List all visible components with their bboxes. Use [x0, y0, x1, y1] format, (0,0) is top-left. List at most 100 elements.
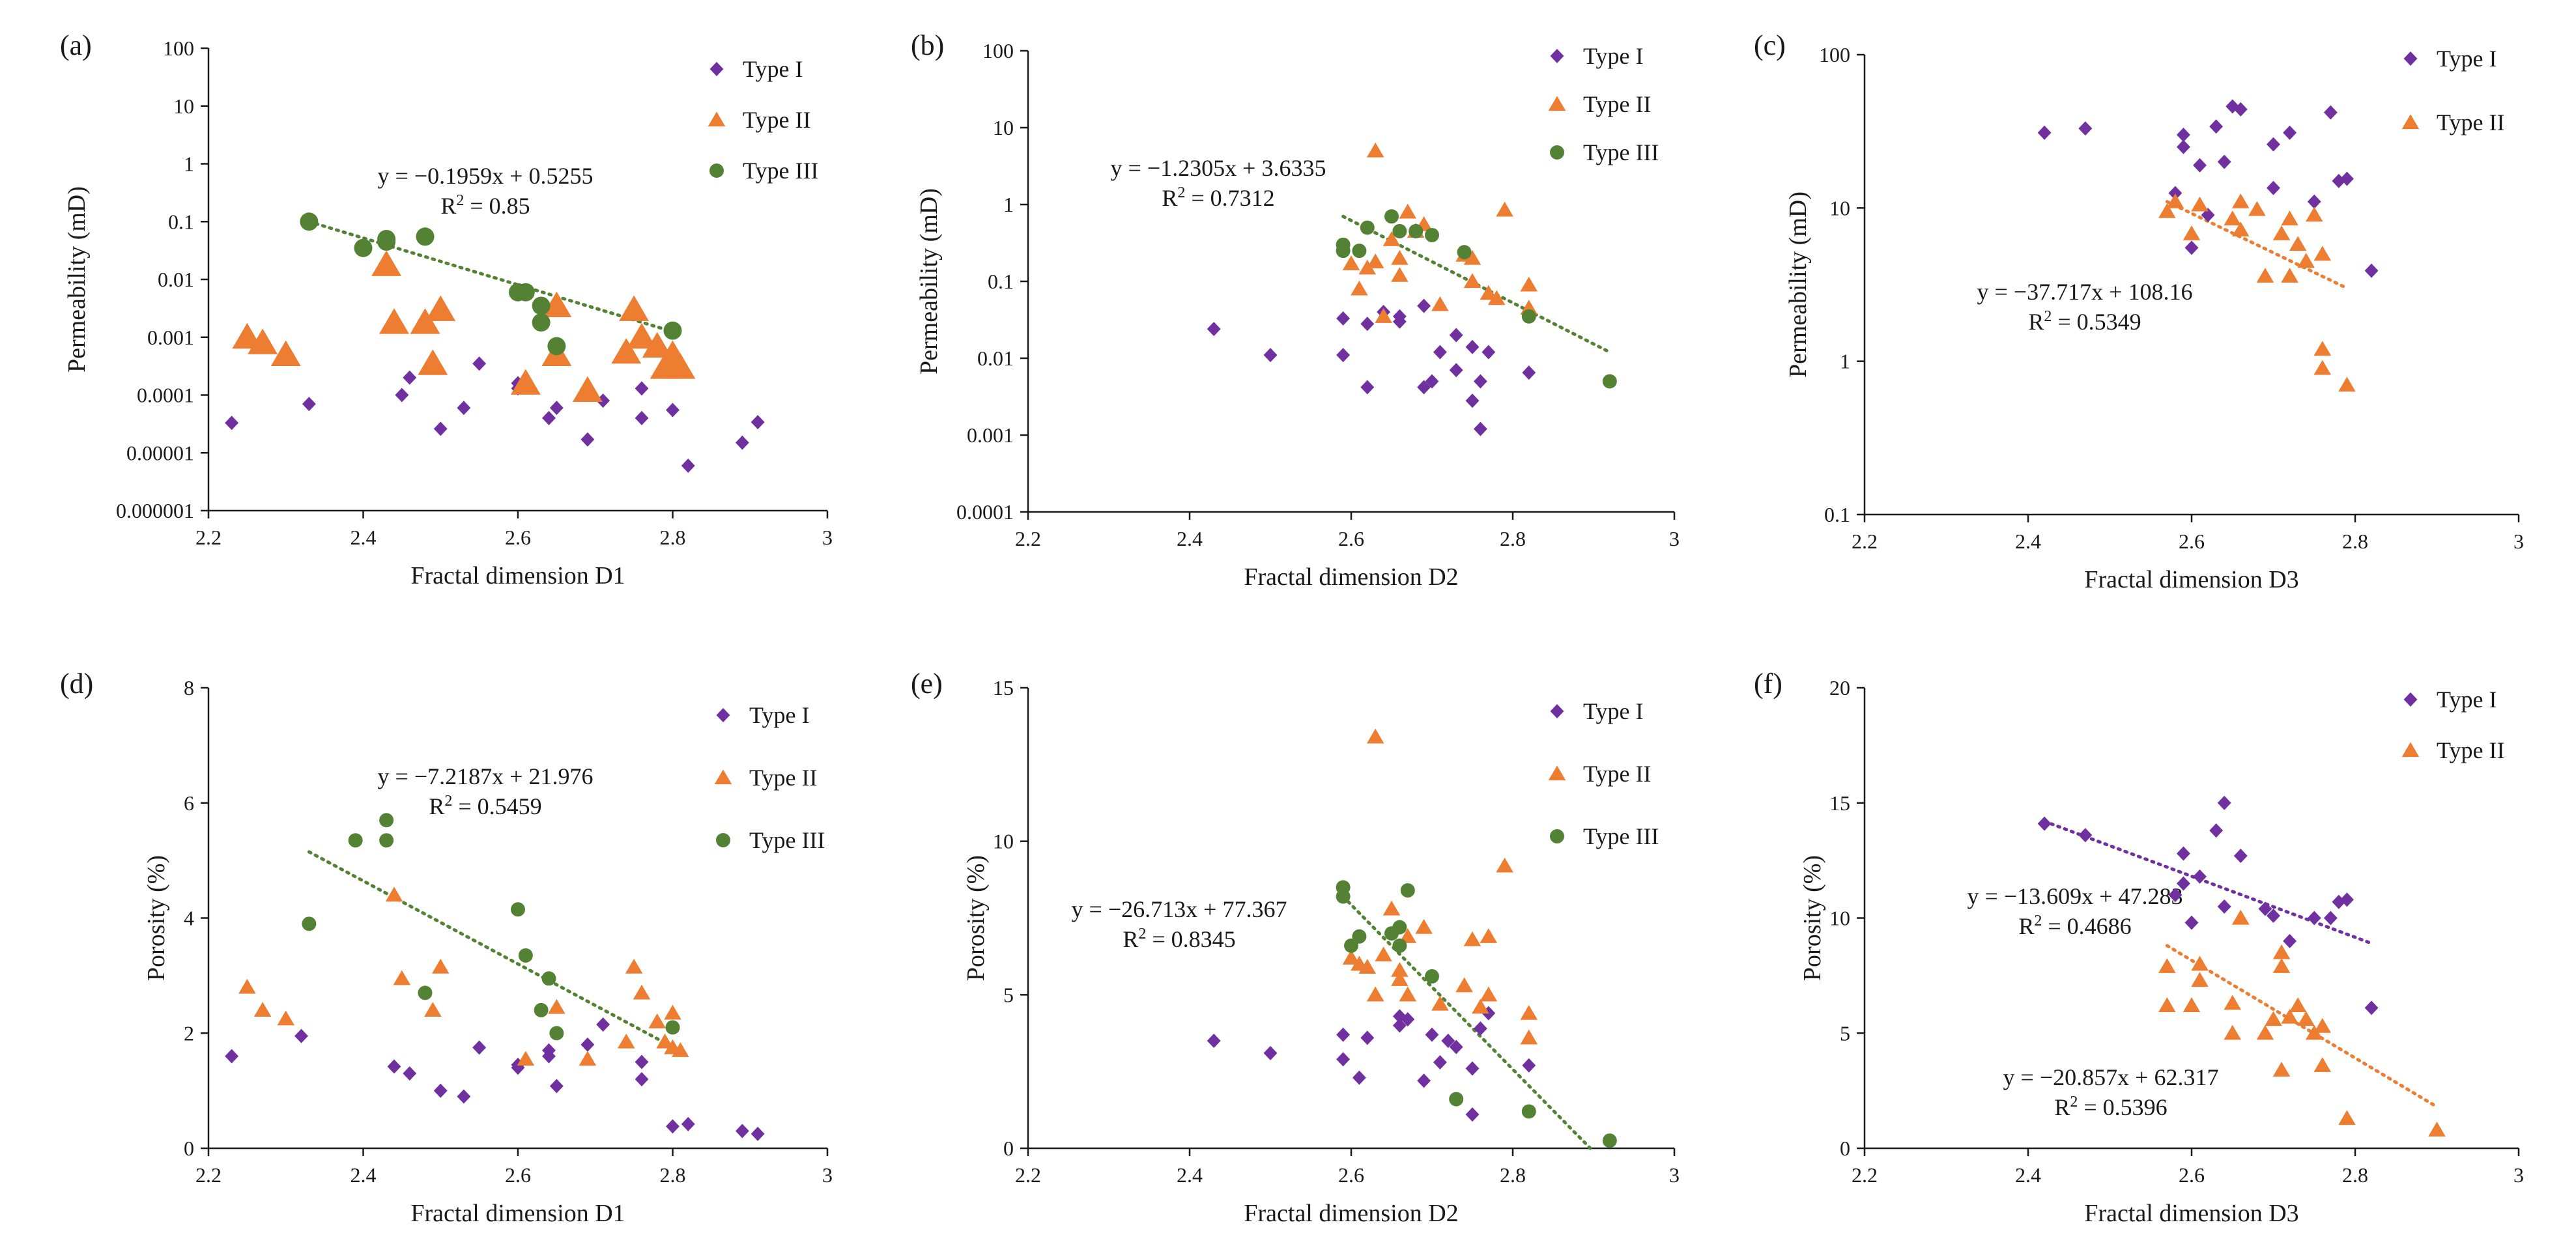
r-squared-exponent: 2 [444, 793, 452, 810]
y-axis-label: Porosity (%) [962, 855, 990, 981]
legend-label: Type II [2437, 109, 2504, 135]
x-tick-label: 3 [822, 1163, 833, 1187]
data-point-triangle [2313, 341, 2332, 356]
data-point-circle [516, 283, 535, 302]
legend-label: Type I [743, 56, 803, 82]
data-point-triangle [277, 1010, 295, 1026]
y-tick-label: 0 [1840, 1137, 1850, 1160]
data-point-triangle [633, 984, 651, 1000]
data-point-diamond [225, 416, 239, 431]
data-point-diamond [635, 1071, 649, 1086]
data-point-diamond [2267, 137, 2280, 152]
data-point-triangle [579, 1051, 597, 1066]
legend-marker-circle [1550, 829, 1564, 843]
data-point-diamond [2209, 119, 2224, 134]
data-point-circle [1352, 929, 1367, 944]
data-point-diamond [1392, 314, 1407, 329]
panel-f: (f) 2.2 2.4 2.6 2.8 3 0 5 10 15 20 Fractal dimensio… [1754, 668, 2524, 1227]
data-point-diamond [1449, 328, 1463, 343]
data-point-triangle [1391, 971, 1409, 986]
trend-equation: y = −0.1959x + 0.5255 [378, 163, 594, 189]
data-point-diamond [433, 421, 448, 436]
data-point-diamond [2323, 105, 2338, 120]
data-point-triangle [1520, 276, 1538, 292]
data-point-triangle [1342, 255, 1360, 270]
data-point-triangle [611, 337, 642, 364]
data-point-circle [1425, 227, 1439, 242]
x-tick-label: 2.4 [1177, 1163, 1203, 1187]
data-point-triangle [2182, 225, 2201, 240]
data-point-diamond [2177, 876, 2190, 891]
data-point-diamond [1522, 1058, 1536, 1073]
data-point-diamond [1465, 393, 1480, 408]
data-point-triangle [1358, 959, 1377, 974]
data-point-triangle [2428, 1122, 2446, 1137]
data-point-diamond [1352, 1070, 1366, 1085]
data-point-triangle [1472, 998, 1489, 1014]
trend-equation: y = −37.717x + 108.16 [1977, 279, 2193, 305]
data-point-diamond [2307, 194, 2321, 209]
data-point-triangle [2272, 1062, 2291, 1077]
data-point-triangle [2289, 236, 2307, 251]
r-squared-exponent: 2 [2070, 1094, 2078, 1110]
panel-label: (d) [60, 668, 93, 700]
data-point-triangle [1496, 201, 1513, 217]
x-tick-label: 2.2 [1015, 527, 1041, 550]
data-point-triangle [2338, 1110, 2356, 1125]
data-point-diamond [751, 1126, 765, 1141]
data-point-triangle [1480, 928, 1498, 943]
data-point-triangle [2224, 1025, 2242, 1040]
data-point-diamond [457, 1089, 471, 1104]
data-point-triangle [1463, 931, 1481, 946]
data-point-triangle [2338, 376, 2356, 392]
y-tick-label: 1 [1003, 193, 1014, 216]
legend-marker-triangle [714, 769, 732, 785]
data-point-diamond [1465, 1061, 1480, 1076]
data-point-diamond [1336, 1027, 1351, 1042]
data-point-triangle [2232, 221, 2250, 237]
data-point-circle [348, 833, 363, 848]
legend-label: Type II [1583, 761, 1651, 787]
data-point-triangle [2248, 201, 2266, 216]
data-point-triangle [424, 1002, 442, 1017]
data-point-diamond [1449, 363, 1463, 378]
data-point-diamond [2209, 823, 2224, 838]
data-point-diamond [1481, 345, 1496, 360]
data-point-diamond [2184, 915, 2199, 930]
data-point-triangle [2305, 206, 2323, 222]
y-tick-label: 0.00001 [126, 441, 194, 464]
data-point-triangle [2272, 225, 2291, 240]
series-type-ii [1342, 142, 1538, 323]
data-point-diamond [2217, 795, 2231, 810]
trend-r-squared: R2 = 0.4686 [2018, 912, 2131, 939]
data-point-circle [379, 813, 394, 828]
data-point-triangle [1366, 986, 1384, 1002]
data-point-circle [416, 227, 435, 246]
data-point-diamond [2233, 102, 2248, 117]
data-point-triangle [2256, 1025, 2274, 1040]
data-point-diamond [580, 432, 595, 447]
r-squared-symbol: R [1123, 926, 1138, 952]
r-squared-value: = 0.8345 [1146, 926, 1235, 952]
legend-label: Type II [749, 765, 817, 791]
legend-marker-diamond [1550, 49, 1564, 63]
y-tick-label: 10 [173, 94, 194, 118]
legend-marker-diamond [716, 708, 730, 722]
y-tick-label: 0.001 [967, 423, 1014, 447]
data-point-diamond [1392, 1018, 1407, 1033]
data-point-diamond [1441, 1034, 1455, 1049]
data-point-diamond [681, 458, 695, 473]
data-point-circle [1521, 1104, 1536, 1119]
y-tick-label: 4 [184, 907, 194, 930]
r-squared-symbol: R [2018, 913, 2034, 939]
r-squared-value: = 0.4686 [2042, 913, 2131, 939]
data-point-triangle [2191, 955, 2209, 971]
data-point-triangle [2313, 246, 2332, 261]
x-tick-label: 2.6 [2179, 530, 2205, 553]
data-point-diamond [635, 1054, 649, 1069]
data-point-diamond [1360, 1030, 1375, 1045]
legend-label: Type II [1583, 91, 1651, 117]
legend-label: Type II [743, 107, 810, 133]
trendline-type-iii [1341, 895, 1592, 1150]
r-squared-value: = 0.5459 [452, 793, 541, 819]
